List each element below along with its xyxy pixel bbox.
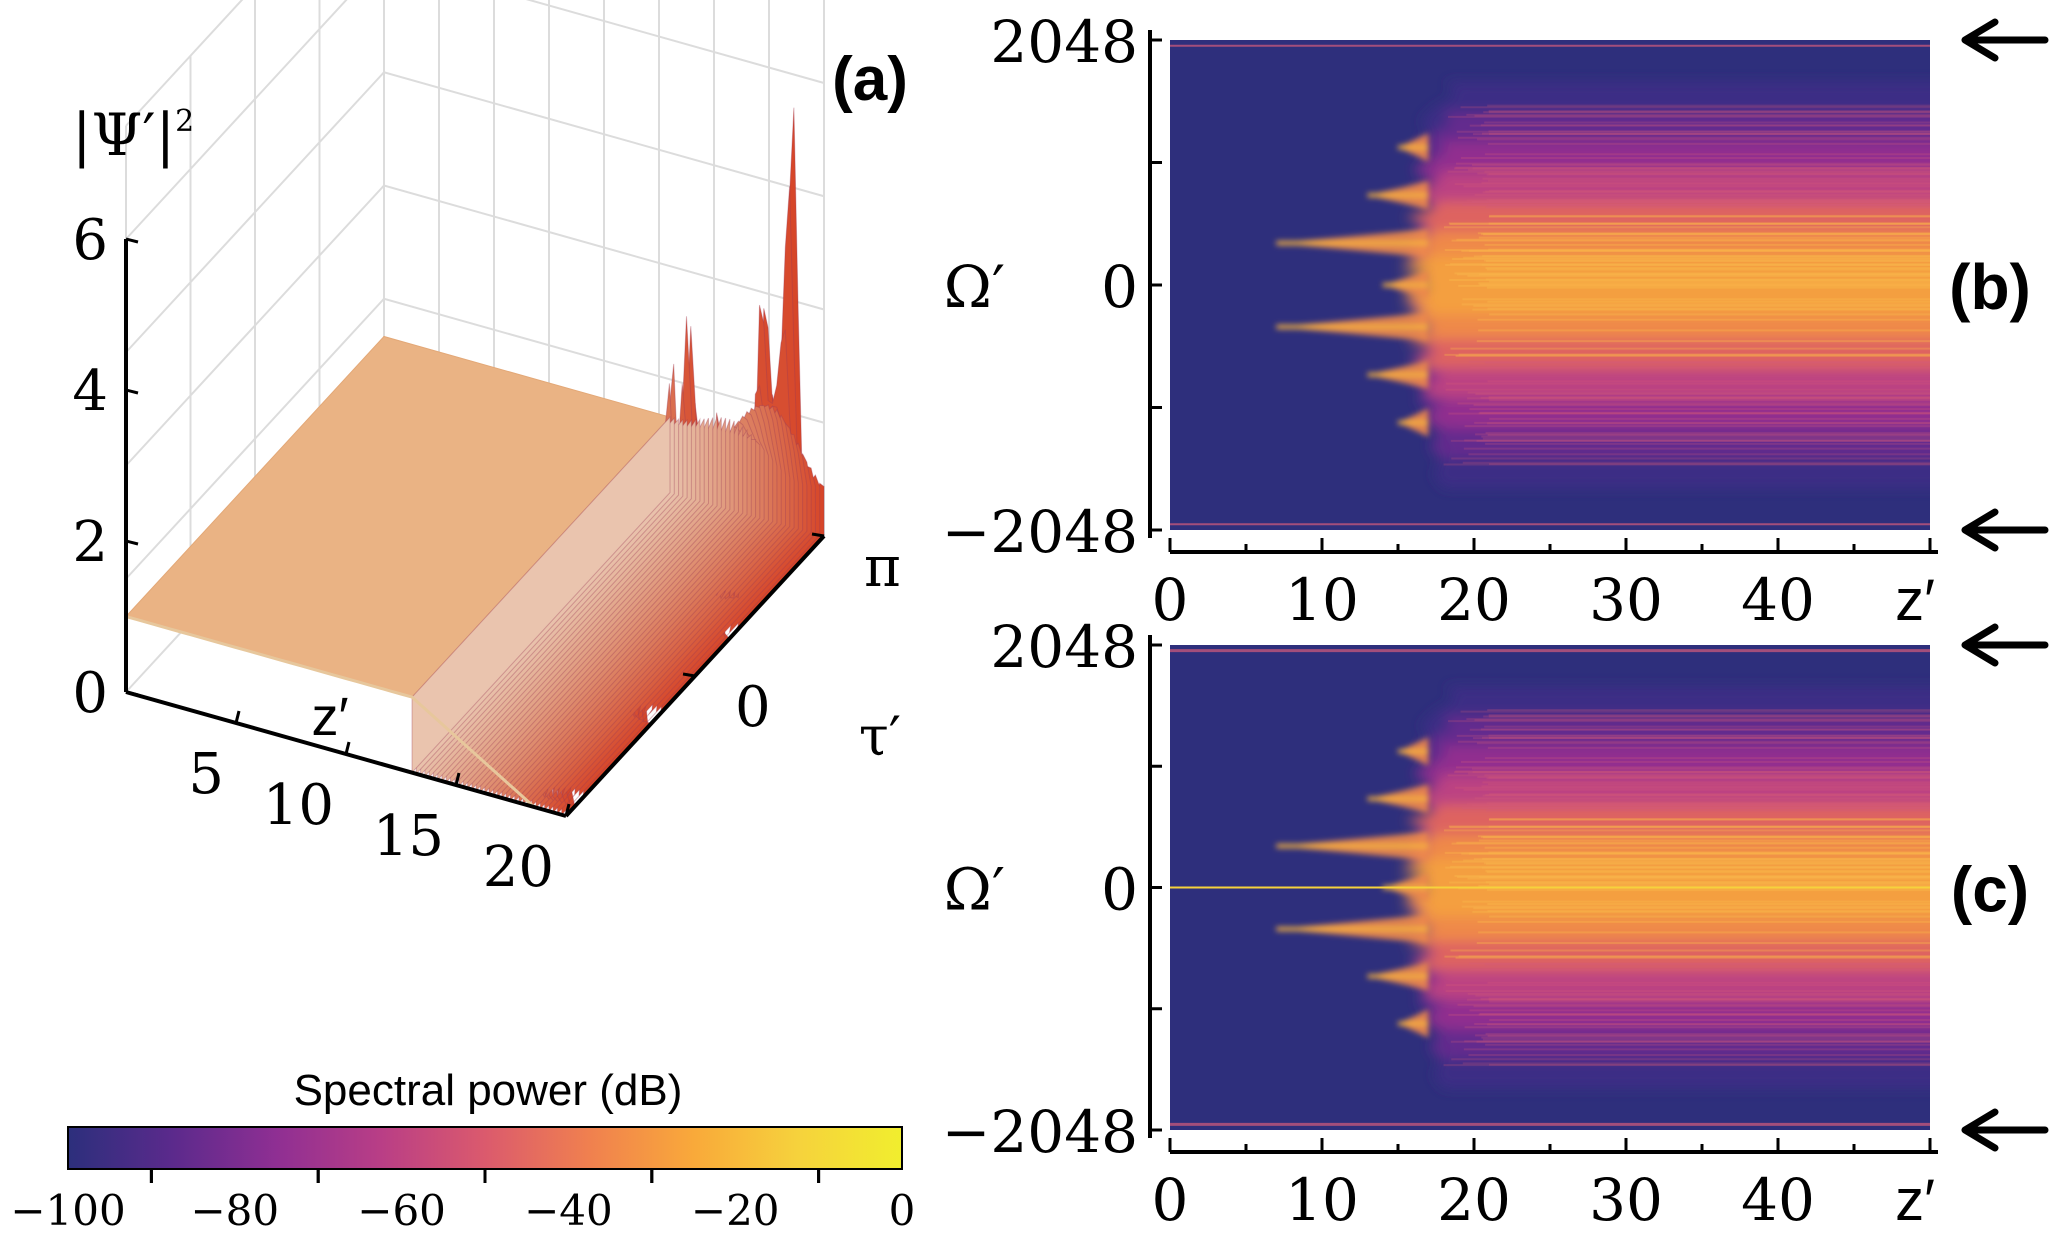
colorbar-title: Spectral power (dB) bbox=[294, 1066, 683, 1115]
y-tick-label: 0 bbox=[735, 675, 771, 740]
x-tick bbox=[454, 772, 461, 786]
y-tick-label: 2048 bbox=[990, 613, 1138, 681]
colorbar-tick-label: −60 bbox=[357, 1186, 446, 1235]
z-tick-label: 2 bbox=[72, 510, 108, 575]
x-axis-label: z′ bbox=[1895, 568, 1935, 633]
x-tick-label: 5 bbox=[188, 742, 224, 807]
surface-slice bbox=[411, 415, 671, 774]
grid-line bbox=[125, 0, 244, 127]
heatmap-area bbox=[1170, 40, 1930, 530]
grid-line bbox=[125, 71, 825, 353]
x-tick bbox=[234, 710, 241, 724]
x-tick-label: 20 bbox=[1437, 1166, 1511, 1234]
panel-label: (c) bbox=[1951, 854, 2029, 926]
z-axis-label: |Ψ′|2 bbox=[72, 101, 194, 169]
z-tick-label: 0 bbox=[72, 661, 108, 726]
z-tick-label: 6 bbox=[72, 208, 108, 273]
heatmap-cloud bbox=[1397, 81, 1930, 489]
z-tick bbox=[125, 690, 139, 697]
z-tick-label: 4 bbox=[72, 359, 108, 424]
surface-mesh bbox=[125, 107, 825, 818]
x-tick-label: 10 bbox=[263, 773, 334, 838]
boundary-arrow bbox=[1961, 508, 2049, 552]
x-tick bbox=[564, 803, 571, 817]
y-tick-label: −2048 bbox=[942, 498, 1138, 566]
heatmap-lobes bbox=[1276, 737, 1429, 1038]
x-axis-label: z′ bbox=[1895, 1168, 1935, 1233]
surface-ticks: 0 2 4 6 5 10 15 20 0 π bbox=[72, 208, 900, 900]
y-axis-label: τ′ bbox=[859, 705, 901, 768]
x-tick-label: 0 bbox=[1152, 566, 1189, 634]
x-tick-label: 10 bbox=[1285, 1166, 1359, 1234]
x-tick-label: 15 bbox=[373, 804, 444, 869]
x-tick-label: 40 bbox=[1741, 566, 1815, 634]
x-axis-label: z′ bbox=[311, 687, 348, 747]
heatmap-area bbox=[1170, 645, 1930, 1130]
boundary-arrow bbox=[1961, 623, 2049, 667]
boundary-arrow bbox=[1961, 18, 2049, 62]
z-tick bbox=[125, 388, 139, 395]
colorbar-ticks: −100 −80 −60 −40 −20 0 bbox=[10, 1169, 915, 1235]
panel-label: (b) bbox=[1949, 251, 2031, 323]
x-tick-label: 10 bbox=[1285, 566, 1359, 634]
panel-a-surface-plot: 0 2 4 6 5 10 15 20 0 π |Ψ′|2 z′ τ′ (a) bbox=[72, 0, 908, 900]
y-tick-label: 0 bbox=[1101, 253, 1138, 321]
x-tick-label: 40 bbox=[1741, 1166, 1815, 1234]
colorbar-tick-label: 0 bbox=[889, 1186, 916, 1235]
x-tick bbox=[344, 741, 351, 755]
x-tick-label: 30 bbox=[1589, 1166, 1663, 1234]
heatmap-texture bbox=[1443, 104, 1930, 466]
y-axis-label: Ω′ bbox=[944, 253, 1005, 321]
x-tick-label: 30 bbox=[1589, 566, 1663, 634]
z-tick bbox=[125, 539, 139, 546]
grid-line bbox=[125, 0, 825, 240]
y-tick bbox=[682, 672, 696, 678]
y-axis-label: Ω′ bbox=[944, 856, 1005, 924]
colorbar-gradient bbox=[67, 1126, 903, 1170]
colorbar-tick-label: −80 bbox=[190, 1186, 279, 1235]
heatmap-lobes bbox=[1276, 133, 1429, 437]
colorbar: Spectral power (dB) −100 −80 −60 −40 −20 0 bbox=[10, 1066, 915, 1235]
y-tick bbox=[811, 532, 825, 538]
colorbar-tick-label: −100 bbox=[10, 1186, 125, 1235]
x-tick-label: 20 bbox=[1437, 566, 1511, 634]
x-tick-label: 0 bbox=[1152, 1166, 1189, 1234]
y-tick-label: −2048 bbox=[942, 1098, 1138, 1166]
panel-label-a: (a) bbox=[832, 45, 908, 114]
y-tick-label: π bbox=[864, 535, 901, 600]
y-tick-label: 0 bbox=[1101, 856, 1138, 924]
colorbar-tick-label: −40 bbox=[524, 1186, 613, 1235]
y-tick-label: 2048 bbox=[990, 8, 1138, 76]
boundary-arrow bbox=[1961, 1108, 2049, 1152]
surface-front-edge bbox=[125, 615, 567, 818]
x-tick-label: 20 bbox=[483, 835, 554, 900]
colorbar-tick-label: −20 bbox=[691, 1186, 780, 1235]
z-tick bbox=[125, 237, 139, 244]
